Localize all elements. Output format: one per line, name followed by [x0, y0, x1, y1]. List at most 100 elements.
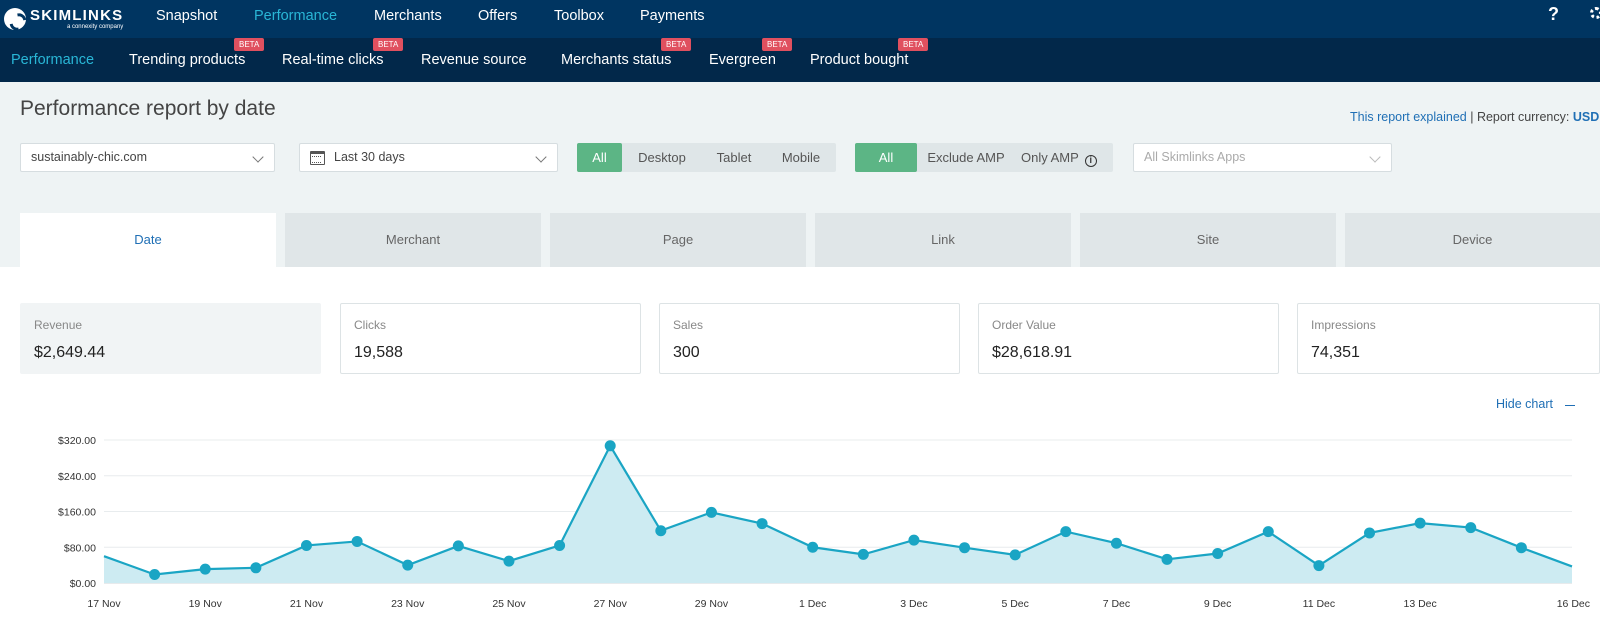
date-range-select[interactable]: Last 30 days	[299, 143, 558, 172]
page-title: Performance report by date	[20, 97, 276, 120]
data-point	[857, 548, 869, 560]
beta-badge: BETA	[898, 38, 929, 51]
topnav-offers[interactable]: Offers	[478, 8, 518, 24]
device-mobile-button[interactable]: Mobile	[781, 150, 821, 165]
y-tick-label: $160.00	[58, 507, 96, 519]
skimlinks-logo[interactable]: SKIMLINKS a connexity company	[4, 3, 123, 35]
device-all-button[interactable]: All	[577, 143, 622, 172]
metric-card-revenue[interactable]: Revenue $2,649.44	[20, 303, 321, 374]
chevron-down-icon	[535, 151, 547, 163]
currency-label: Report currency:	[1476, 110, 1570, 124]
data-point	[1161, 553, 1173, 565]
x-tick-label: 13 Dec	[1403, 598, 1436, 610]
topnav-merchants[interactable]: Merchants	[374, 8, 442, 24]
x-tick-label: 19 Nov	[189, 598, 223, 610]
topnav-snapshot[interactable]: Snapshot	[156, 8, 218, 24]
subnav-real-time-clicks[interactable]: Real-time clicks	[282, 52, 384, 68]
metric-value: 74,351	[1311, 344, 1360, 361]
chevron-down-icon	[252, 151, 264, 163]
beta-badge: BETA	[661, 38, 692, 51]
separator: |	[1470, 110, 1474, 124]
metric-value: 19,588	[354, 344, 403, 361]
y-tick-label: $320.00	[58, 435, 96, 447]
hide-chart-link[interactable]: Hide chart	[1496, 397, 1553, 411]
subnav-performance[interactable]: Performance	[11, 52, 95, 68]
metric-card-impressions[interactable]: Impressions 74,351	[1297, 303, 1600, 374]
only-amp-label: Only AMP	[1021, 150, 1079, 165]
data-point	[1465, 522, 1477, 534]
data-point	[351, 535, 363, 547]
calendar-icon	[310, 151, 325, 165]
metric-card-order-value[interactable]: Order Value $28,618.91	[978, 303, 1279, 374]
device-desktop-button[interactable]: Desktop	[638, 150, 686, 165]
data-point	[756, 518, 768, 530]
data-point	[1262, 526, 1274, 538]
data-point	[1009, 549, 1021, 561]
subnav-trending-products[interactable]: Trending products	[129, 52, 246, 68]
exclude-amp-button[interactable]: Exclude AMP	[927, 150, 1005, 165]
skimlinks-apps-select[interactable]: All Skimlinks Apps	[1133, 143, 1392, 172]
x-tick-label: 17 Nov	[87, 598, 121, 610]
collapse-icon[interactable]	[1565, 405, 1575, 406]
metric-value: $2,649.44	[34, 344, 106, 361]
subnav-evergreen[interactable]: Evergreen	[709, 52, 776, 68]
series-line	[103, 443, 1573, 576]
x-tick-label: 21 Nov	[290, 598, 324, 610]
data-point	[149, 569, 161, 581]
topnav-performance[interactable]: Performance	[254, 8, 338, 24]
data-point	[199, 563, 211, 575]
subnav-product-bought[interactable]: Product bought	[810, 52, 909, 68]
report-explained-link[interactable]: This report explained	[1350, 110, 1467, 124]
metric-label: Clicks	[354, 318, 386, 332]
help-icon[interactable]: ?	[1548, 4, 1559, 24]
beta-badge: BETA	[762, 38, 793, 51]
skimlinks-logo-icon	[4, 8, 26, 30]
brand-name: SKIMLINKS	[30, 6, 124, 24]
metric-label: Order Value	[992, 318, 1056, 332]
topnav-toolbox[interactable]: Toolbox	[554, 8, 604, 24]
y-tick-label: $80.00	[64, 542, 96, 554]
metric-card-clicks[interactable]: Clicks 19,588	[340, 303, 641, 374]
tab-device[interactable]: Device	[1345, 213, 1600, 267]
only-amp-button[interactable]: Only AMP i	[1015, 143, 1113, 172]
data-point	[705, 506, 717, 518]
tab-page[interactable]: Page	[550, 213, 806, 267]
data-point	[807, 541, 819, 553]
info-icon[interactable]: i	[1084, 155, 1097, 167]
tab-date[interactable]: Date	[20, 213, 276, 267]
x-tick-label: 7 Dec	[1103, 598, 1130, 610]
settings-gear-icon[interactable]	[1590, 7, 1600, 19]
site-select[interactable]: sustainably-chic.com	[20, 143, 275, 172]
metric-label: Revenue	[34, 318, 83, 332]
currency-value[interactable]: USD	[1572, 110, 1600, 124]
data-point	[1414, 517, 1426, 529]
data-point	[1212, 548, 1224, 560]
tab-merchant[interactable]: Merchant	[285, 213, 541, 267]
x-tick-label: 9 Dec	[1204, 598, 1231, 610]
data-point	[554, 539, 566, 551]
data-point	[1060, 526, 1072, 538]
amp-all-button[interactable]: All	[855, 143, 917, 172]
x-tick-label: 5 Dec	[1001, 598, 1028, 610]
data-point	[1313, 560, 1325, 572]
data-point	[503, 555, 515, 567]
series-area	[104, 445, 1572, 583]
data-point	[402, 559, 414, 571]
report-info: This report explained | Report currency:…	[1350, 110, 1599, 124]
subnav-revenue-source[interactable]: Revenue source	[421, 52, 527, 68]
data-point	[959, 542, 971, 554]
beta-badge: BETA	[373, 38, 404, 51]
topnav-payments[interactable]: Payments	[640, 8, 705, 24]
subnav-merchants-status[interactable]: Merchants status	[561, 52, 672, 68]
beta-badge: BETA	[234, 38, 265, 51]
data-point	[1364, 527, 1376, 539]
brand-tagline: a connexity company	[66, 23, 124, 30]
device-filter: All Desktop Tablet Mobile	[577, 143, 836, 172]
data-point	[250, 562, 262, 574]
metric-label: Sales	[673, 318, 704, 332]
tab-link[interactable]: Link	[815, 213, 1071, 267]
tab-site[interactable]: Site	[1080, 213, 1336, 267]
device-tablet-button[interactable]: Tablet	[716, 150, 752, 165]
amp-filter: All Exclude AMP Only AMP i	[855, 143, 1113, 172]
metric-card-sales[interactable]: Sales 300	[659, 303, 960, 374]
